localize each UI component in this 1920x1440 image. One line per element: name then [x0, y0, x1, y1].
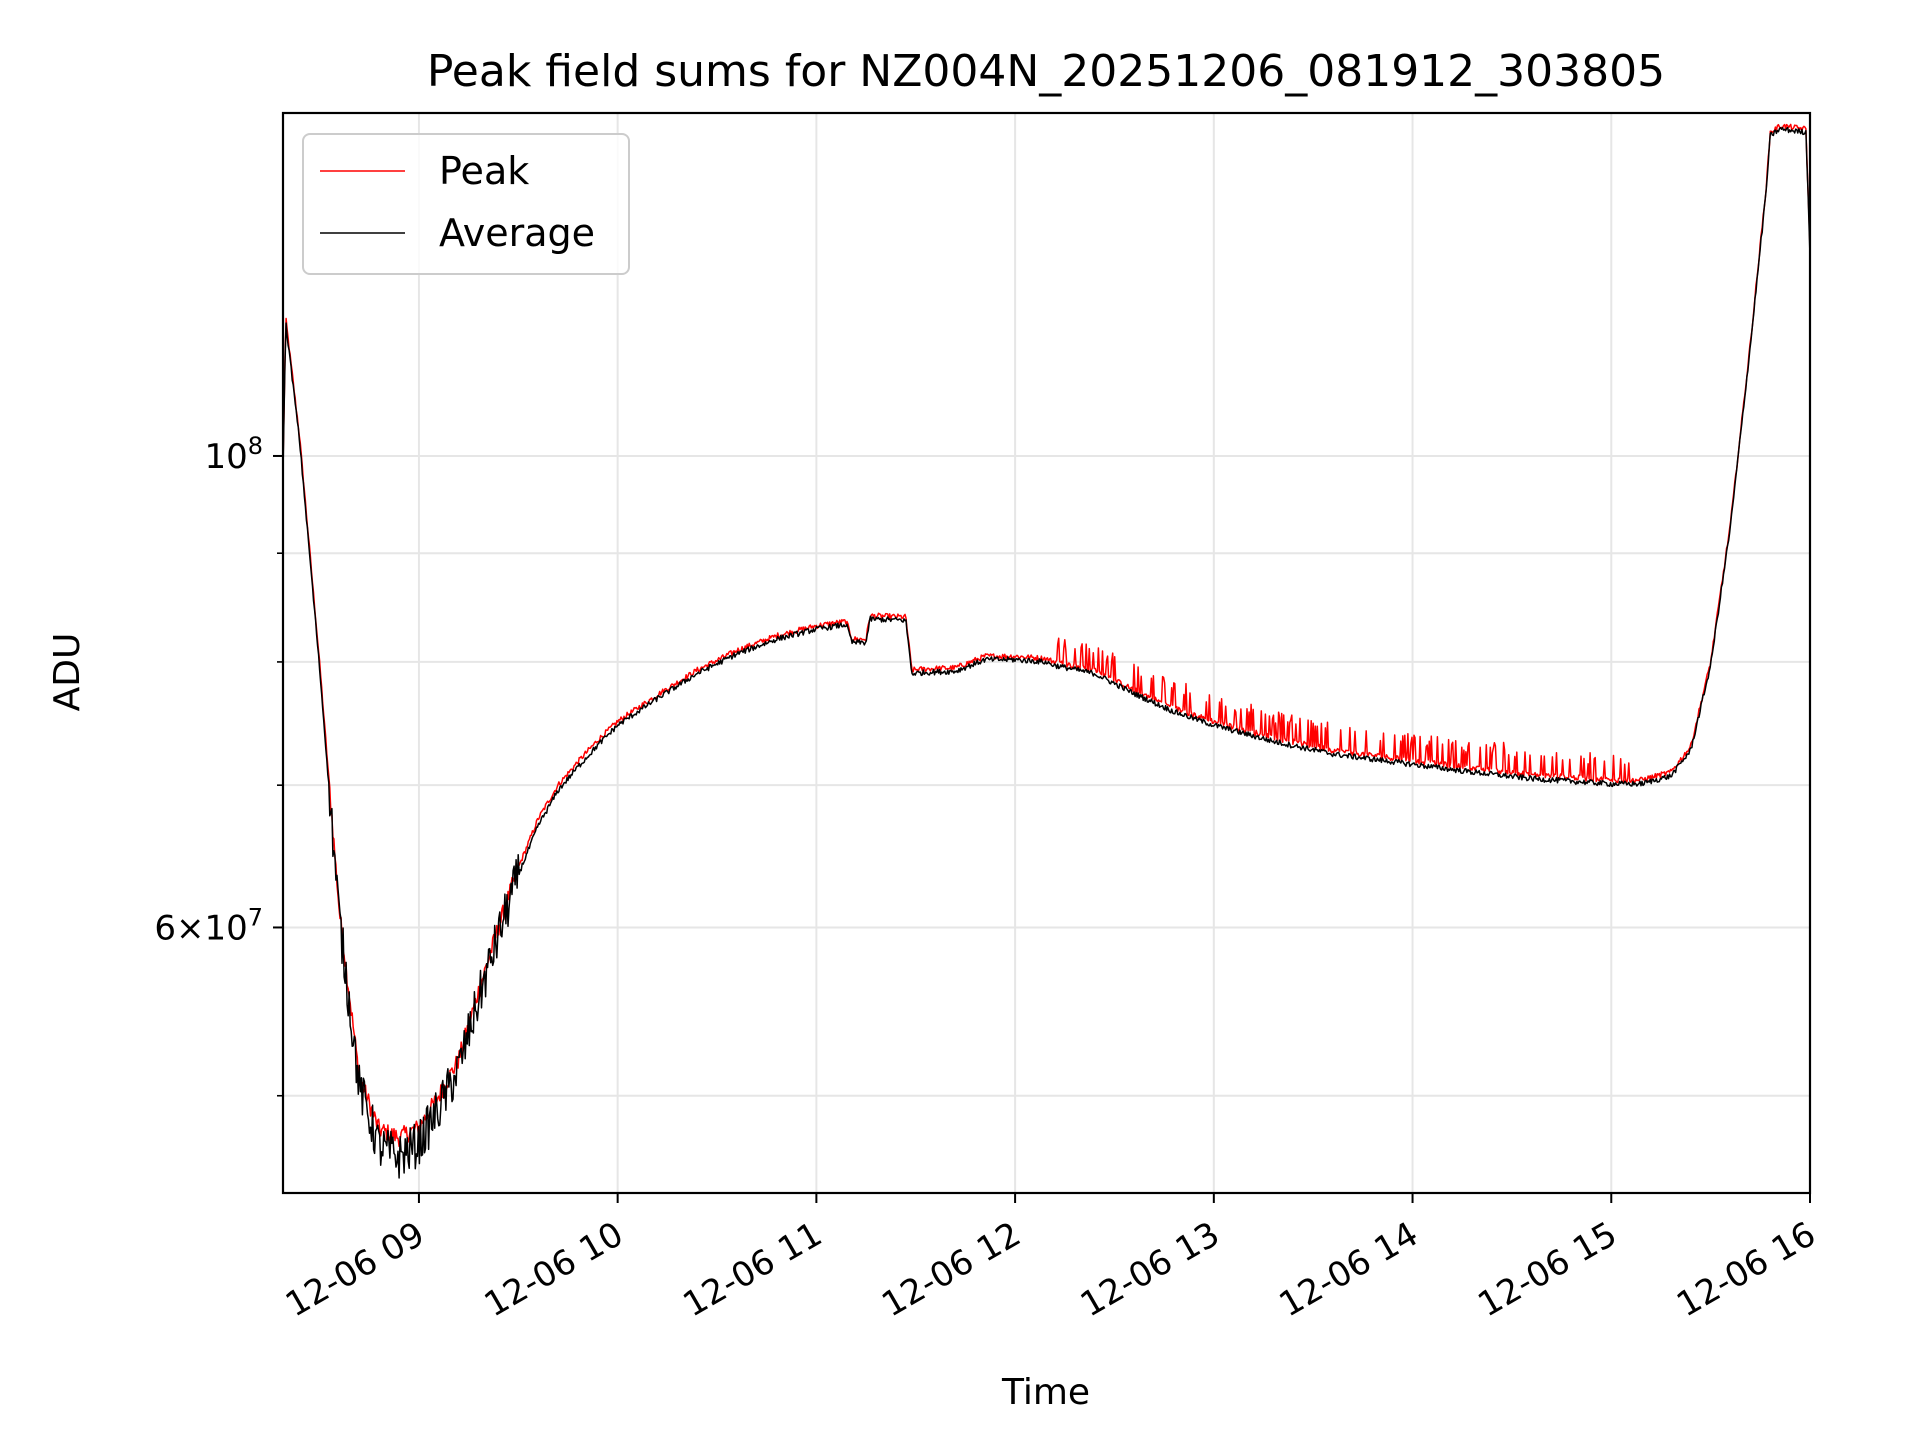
y-tick-label: 6×107 — [154, 903, 263, 948]
axes-frame — [281, 111, 1812, 1195]
x-axis-label: Time — [1001, 1372, 1090, 1413]
legend-box — [302, 133, 630, 275]
legend-label-peak: Peak — [439, 149, 529, 193]
y-tick-label: 108 — [204, 432, 263, 477]
chart-title: Peak field sums for NZ004N_20251206_0819… — [427, 46, 1665, 97]
series-line-average — [283, 126, 1810, 1179]
legend: Peak Average — [302, 133, 630, 275]
legend-label-average: Average — [439, 211, 595, 255]
series-line-peak — [283, 123, 1810, 1148]
y-axis-label: ADU — [47, 633, 88, 712]
plot-area — [283, 123, 1810, 1179]
